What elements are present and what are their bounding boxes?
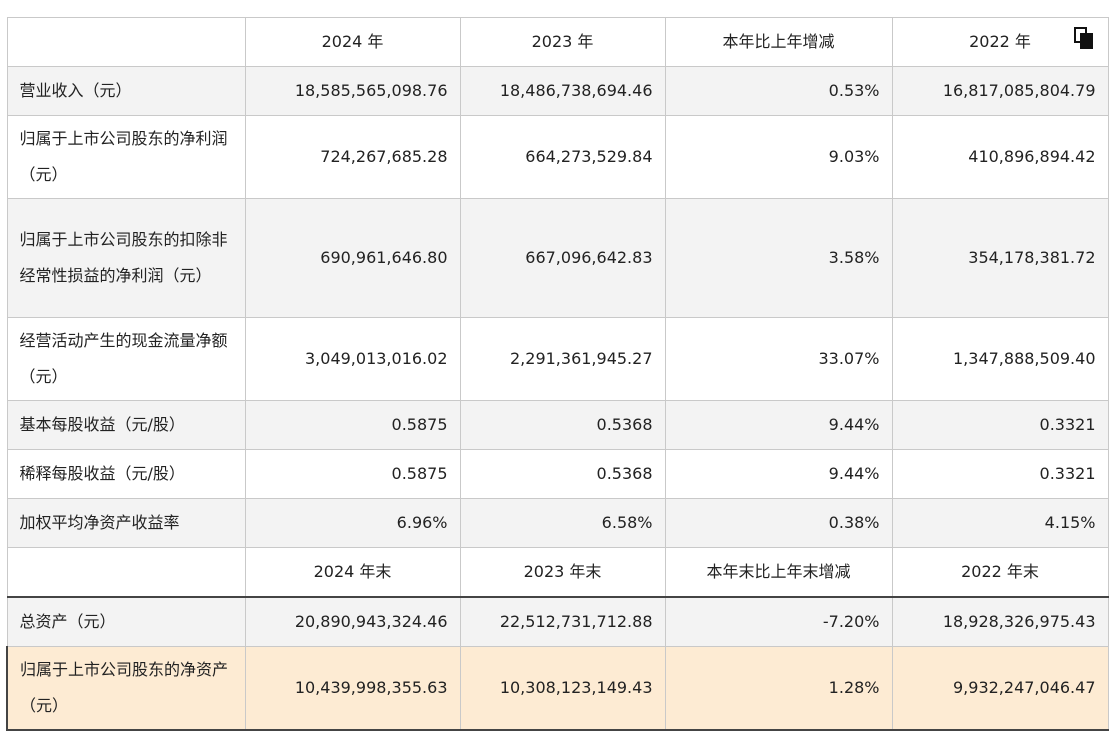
value-2023: 667,096,642.83 [459,198,666,318]
header-cell-2022: 2022 年 [891,17,1109,67]
value-change: 9.44% [664,449,893,499]
value-2023: 18,486,738,694.46 [459,66,666,116]
value-change: 9.03% [664,115,893,199]
value-2023: 664,273,529.84 [459,115,666,199]
value-change: 0.38% [664,498,893,548]
header2-cell-change: 本年末比上年末增减 [664,547,893,598]
table-row-highlighted: 归属于上市公司股东的净资产（元） 10,439,998,355.63 10,30… [6,646,1109,731]
value-2022: 16,817,085,804.79 [891,66,1109,116]
table-row: 归属于上市公司股东的扣除非经常性损益的净利润（元） 690,961,646.80… [6,198,1109,318]
row-label: 基本每股收益（元/股） [6,400,246,450]
value-2023: 10,308,123,149.43 [459,646,666,731]
table-row: 经营活动产生的现金流量净额（元） 3,049,013,016.02 2,291,… [6,317,1109,401]
header-cell-2024: 2024 年 [244,17,461,67]
value-change: 3.58% [664,198,893,318]
header-cell-2023: 2023 年 [459,17,666,67]
row-label: 加权平均净资产收益率 [6,498,246,548]
row-label: 稀释每股收益（元/股） [6,449,246,499]
value-2024: 690,961,646.80 [244,198,461,318]
table-subheader-row: 2024 年末 2023 年末 本年末比上年末增减 2022 年末 [6,547,1109,598]
table-row: 总资产（元） 20,890,943,324.46 22,512,731,712.… [6,596,1109,647]
table-row: 加权平均净资产收益率 6.96% 6.58% 0.38% 4.15% [6,498,1109,548]
header2-cell-empty [6,547,246,598]
row-label: 经营活动产生的现金流量净额（元） [6,317,246,401]
header2-cell-2023: 2023 年末 [459,547,666,598]
value-2024: 20,890,943,324.46 [244,596,461,647]
value-2022: 1,347,888,509.40 [891,317,1109,401]
value-2023: 2,291,361,945.27 [459,317,666,401]
value-2024: 6.96% [244,498,461,548]
value-change: 1.28% [664,646,893,731]
value-2022: 9,932,247,046.47 [891,646,1109,731]
row-label: 归属于上市公司股东的扣除非经常性损益的净利润（元） [6,198,246,318]
table-row: 营业收入（元） 18,585,565,098.76 18,486,738,694… [6,66,1109,116]
value-2022: 4.15% [891,498,1109,548]
value-2023: 6.58% [459,498,666,548]
table-row: 归属于上市公司股东的净利润（元） 724,267,685.28 664,273,… [6,115,1109,199]
row-label: 总资产（元） [6,596,246,647]
header-cell-empty [6,17,246,67]
header2-cell-2024: 2024 年末 [244,547,461,598]
value-2024: 724,267,685.28 [244,115,461,199]
header-cell-change: 本年比上年增减 [664,17,893,67]
value-change: 33.07% [664,317,893,401]
value-2024: 0.5875 [244,449,461,499]
value-2023: 0.5368 [459,400,666,450]
value-change: -7.20% [664,596,893,647]
value-2023: 0.5368 [459,449,666,499]
value-2024: 3,049,013,016.02 [244,317,461,401]
value-2022: 18,928,326,975.43 [891,596,1109,647]
header2-cell-2022: 2022 年末 [891,547,1109,598]
copy-icon[interactable] [1072,26,1096,50]
row-label: 营业收入（元） [6,66,246,116]
value-change: 0.53% [664,66,893,116]
value-2022: 354,178,381.72 [891,198,1109,318]
financial-summary-table: 2024 年 2023 年 本年比上年增减 2022 年 营业收入（元） 18,… [6,17,1109,731]
row-label: 归属于上市公司股东的净资产（元） [6,646,246,731]
value-2022: 0.3321 [891,449,1109,499]
table-row: 基本每股收益（元/股） 0.5875 0.5368 9.44% 0.3321 [6,400,1109,450]
value-change: 9.44% [664,400,893,450]
value-2024: 10,439,998,355.63 [244,646,461,731]
row-label: 归属于上市公司股东的净利润（元） [6,115,246,199]
table-header-row: 2024 年 2023 年 本年比上年增减 2022 年 [6,17,1109,67]
value-2024: 18,585,565,098.76 [244,66,461,116]
value-2024: 0.5875 [244,400,461,450]
table-row: 稀释每股收益（元/股） 0.5875 0.5368 9.44% 0.3321 [6,449,1109,499]
value-2022: 410,896,894.42 [891,115,1109,199]
value-2022: 0.3321 [891,400,1109,450]
value-2023: 22,512,731,712.88 [459,596,666,647]
